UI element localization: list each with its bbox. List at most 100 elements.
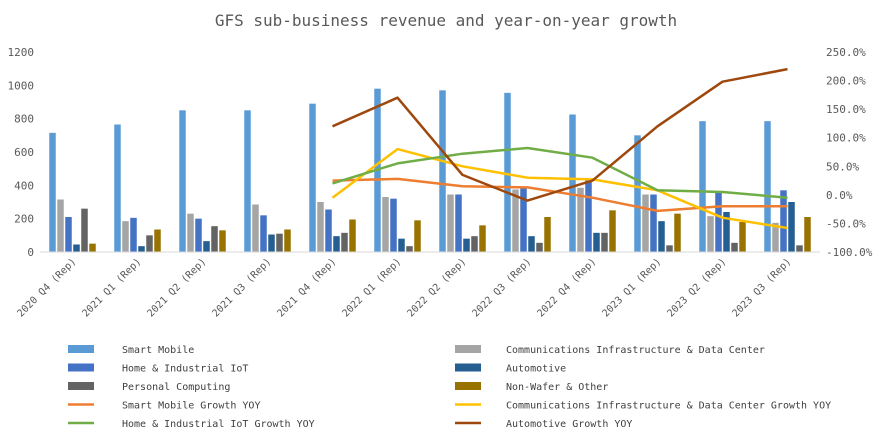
- bar: [284, 229, 291, 252]
- bar: [73, 244, 80, 252]
- bar: [512, 189, 519, 252]
- bar: [504, 92, 511, 252]
- right-tick-label: 250.0%: [826, 46, 866, 59]
- right-tick-label: 50.0%: [826, 160, 859, 173]
- bar: [65, 217, 72, 252]
- bar: [804, 217, 811, 252]
- bar: [666, 245, 673, 252]
- legend-bar-swatch: [68, 345, 94, 353]
- bar: [739, 222, 746, 252]
- bar: [146, 235, 153, 252]
- category-label: 2023 Q1 (Rep): [600, 256, 663, 319]
- category-label: 2021 Q3 (Rep): [210, 256, 273, 319]
- bar: [130, 217, 137, 252]
- bar: [479, 225, 486, 252]
- bar: [634, 135, 641, 252]
- chart-title: GFS sub-business revenue and year-on-yea…: [215, 11, 677, 30]
- category-label: 2020 Q4 (Rep): [15, 256, 78, 319]
- bar: [699, 121, 706, 253]
- bar: [219, 230, 226, 252]
- bar: [439, 90, 446, 252]
- bar: [414, 220, 421, 252]
- category-label: 2022 Q1 (Rep): [340, 256, 403, 319]
- line-series-group: [331, 67, 788, 230]
- bar: [764, 121, 771, 253]
- category-label: 2021 Q4 (Rep): [275, 256, 338, 319]
- legend-bar-swatch: [455, 363, 481, 372]
- bar: [390, 198, 397, 252]
- legend-label: Communications Infrastructure & Data Cen…: [506, 345, 765, 356]
- bar: [276, 233, 283, 252]
- bar: [260, 215, 267, 252]
- bar: [89, 243, 96, 252]
- bar: [569, 114, 576, 252]
- left-tick-label: 200: [14, 213, 34, 226]
- legend-bar-swatch: [455, 382, 481, 390]
- right-tick-label: 0.0%: [826, 189, 853, 202]
- right-tick-label: 150.0%: [826, 103, 866, 116]
- bar: [796, 245, 803, 252]
- bar: [114, 124, 121, 252]
- bar: [49, 132, 56, 252]
- bar: [195, 218, 202, 252]
- bar: [325, 209, 332, 252]
- bar: [203, 241, 210, 252]
- bar: [244, 110, 251, 252]
- legend-label: Non-Wafer & Other: [506, 382, 608, 393]
- legend-label: Smart Mobile Growth YOY: [122, 401, 260, 412]
- legend-label: Home & Industrial IoT: [122, 364, 248, 375]
- growth-line: [332, 177, 788, 213]
- bar: [609, 210, 616, 252]
- right-tick-label: -100.0%: [826, 246, 873, 259]
- x-axis-labels: 2020 Q4 (Rep) 2021 Q1 (Rep) 2021 Q2 (Rep) 2…: [15, 256, 793, 319]
- legend-bar-swatch: [68, 382, 94, 390]
- bar: [577, 187, 584, 252]
- bar: [544, 217, 551, 252]
- bar: [601, 232, 608, 252]
- left-tick-label: 600: [14, 146, 34, 159]
- legend-label: Automotive: [506, 364, 566, 375]
- bar: [309, 103, 316, 253]
- bar: [528, 236, 535, 252]
- left-tick-label: 400: [14, 179, 34, 192]
- growth-line: [332, 146, 788, 199]
- bar: [593, 232, 600, 252]
- bar: [333, 236, 340, 252]
- category-label: 2022 Q4 (Rep): [535, 256, 598, 319]
- left-tick-label: 1000: [8, 79, 35, 92]
- category-label: 2023 Q3 (Rep): [730, 256, 793, 319]
- bar: [382, 197, 389, 252]
- legend-label: Smart Mobile: [122, 345, 194, 356]
- left-tick-label: 0: [27, 246, 34, 259]
- bar: [471, 236, 478, 252]
- growth-line: [331, 67, 788, 202]
- legend-label: Home & Industrial IoT Growth YOY: [122, 419, 315, 430]
- legend-bar-swatch: [455, 345, 481, 353]
- left-tick-label: 800: [14, 113, 34, 126]
- bar: [154, 229, 161, 252]
- bar: [187, 213, 194, 252]
- legend-label: Communications Infrastructure & Data Cen…: [506, 401, 831, 412]
- bar: [658, 221, 665, 252]
- bar: [674, 213, 681, 252]
- category-label: 2023 Q2 (Rep): [665, 256, 728, 319]
- bar: [57, 199, 64, 252]
- right-tick-label: 100.0%: [826, 132, 866, 145]
- category-label: 2021 Q2 (Rep): [145, 256, 208, 319]
- bar: [179, 110, 186, 252]
- right-y-axis: -100.0% -50.0% 0.0% 50.0% 100.0% 150.0% 200.0%…: [826, 46, 873, 259]
- legend-bar-swatch: [68, 363, 94, 372]
- right-tick-label: 200.0%: [826, 75, 866, 88]
- bar: [585, 180, 592, 252]
- bar: [398, 238, 405, 252]
- legend: Smart Mobile Communications Infrastructur…: [68, 345, 831, 430]
- bar: [122, 221, 129, 252]
- bar: [455, 194, 462, 252]
- bar: [341, 232, 348, 252]
- bar: [642, 194, 649, 252]
- bar-series-group: [49, 88, 811, 253]
- bar: [81, 208, 88, 252]
- category-label: 2022 Q3 (Rep): [470, 256, 533, 319]
